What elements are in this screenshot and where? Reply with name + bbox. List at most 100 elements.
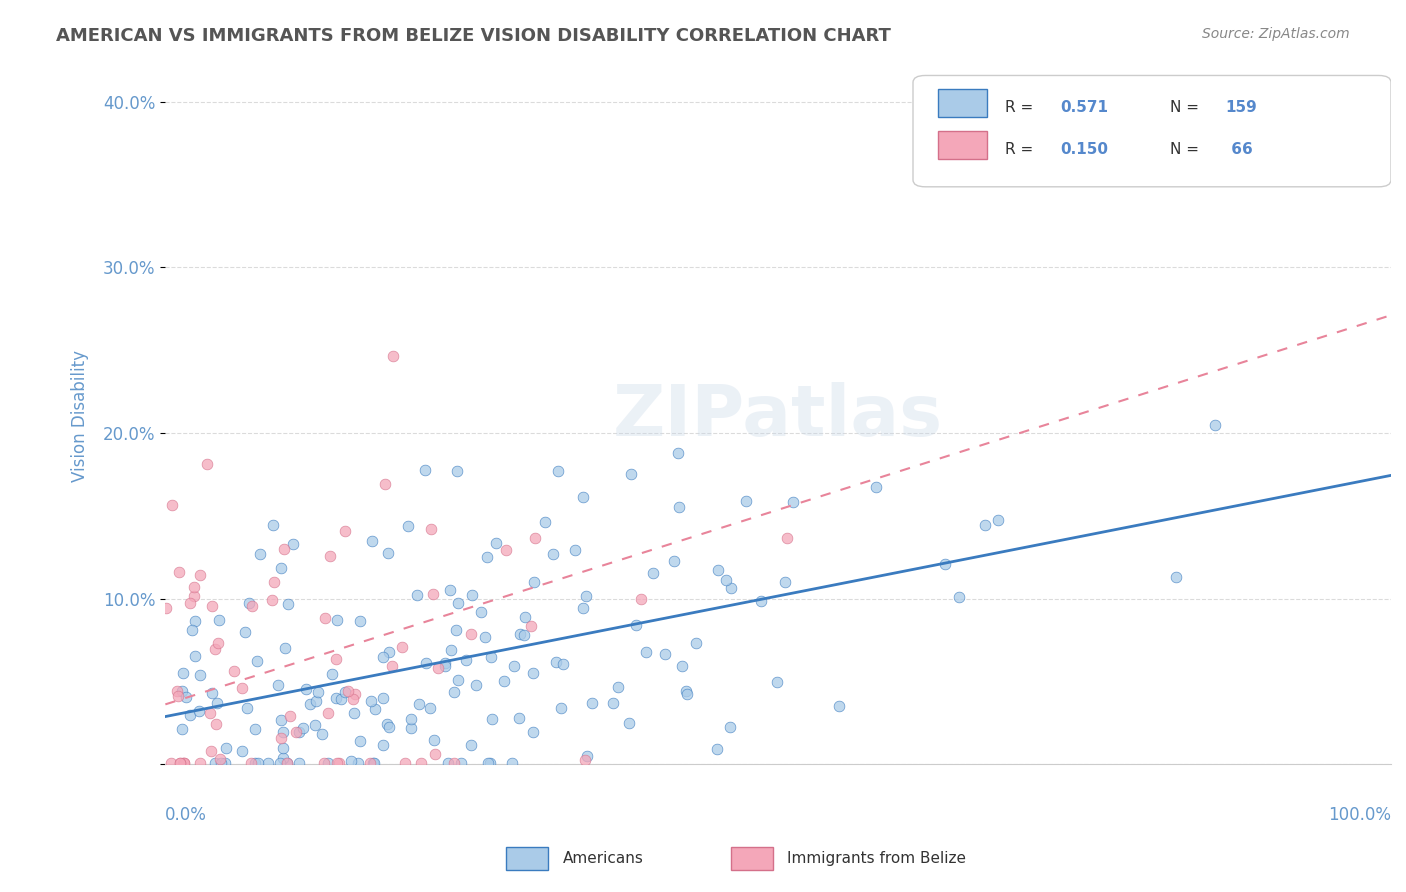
Point xyxy=(974,518,997,533)
Point xyxy=(427,661,450,675)
Point xyxy=(662,554,685,568)
Point xyxy=(374,477,396,491)
Text: 66: 66 xyxy=(1226,142,1253,157)
Point xyxy=(524,531,547,545)
Point xyxy=(377,546,399,560)
Point xyxy=(519,618,541,632)
Point xyxy=(541,548,564,562)
Point xyxy=(479,650,502,665)
Point xyxy=(291,721,314,735)
Point xyxy=(624,618,647,632)
Point xyxy=(718,720,741,734)
Point xyxy=(391,640,413,654)
Point xyxy=(236,701,259,715)
Point xyxy=(749,594,772,608)
Point xyxy=(423,733,446,747)
Point xyxy=(707,563,730,577)
Point xyxy=(551,657,574,671)
Point xyxy=(262,518,284,533)
Point xyxy=(666,446,689,460)
Point xyxy=(375,717,398,731)
Point xyxy=(257,756,280,770)
Point xyxy=(207,696,229,710)
Point xyxy=(294,682,316,697)
Point xyxy=(276,756,298,770)
Point xyxy=(337,684,360,698)
Point xyxy=(574,753,596,767)
Point xyxy=(602,696,624,710)
Point xyxy=(464,678,486,692)
Point xyxy=(444,623,467,637)
Point xyxy=(246,654,269,668)
Point xyxy=(166,683,188,698)
Point xyxy=(240,599,263,614)
Point xyxy=(326,613,349,627)
Text: R =: R = xyxy=(1005,142,1038,157)
Point xyxy=(263,575,285,590)
Point xyxy=(172,665,194,680)
Point xyxy=(214,756,236,770)
Point xyxy=(208,613,231,627)
Point xyxy=(641,566,664,580)
FancyBboxPatch shape xyxy=(938,89,987,117)
Point xyxy=(328,756,350,770)
Point xyxy=(470,605,492,619)
Point xyxy=(828,699,851,714)
Text: Source: ZipAtlas.com: Source: ZipAtlas.com xyxy=(1202,27,1350,41)
Point xyxy=(522,725,544,739)
Point xyxy=(343,687,366,701)
Point xyxy=(1204,418,1226,433)
Point xyxy=(280,708,302,723)
Point xyxy=(533,515,555,529)
Point xyxy=(172,756,194,770)
Point xyxy=(333,684,356,698)
Point xyxy=(321,667,343,681)
Point xyxy=(188,756,211,770)
Point xyxy=(399,712,422,726)
Point xyxy=(460,627,482,641)
Point xyxy=(396,519,419,533)
Point xyxy=(305,694,328,708)
Text: Immigrants from Belize: Immigrants from Belize xyxy=(787,851,966,865)
Point xyxy=(287,724,309,739)
Point xyxy=(325,652,347,666)
Point xyxy=(934,558,956,572)
Point xyxy=(160,498,183,512)
Point xyxy=(231,681,253,695)
Point xyxy=(270,713,292,727)
Point xyxy=(260,593,283,607)
Point xyxy=(330,692,353,706)
Point xyxy=(195,457,218,471)
Point xyxy=(419,522,441,536)
Point xyxy=(190,567,212,582)
Point xyxy=(443,685,465,699)
Point xyxy=(276,756,298,770)
Point xyxy=(782,495,804,509)
Point xyxy=(434,659,457,673)
Point xyxy=(675,683,697,698)
Point xyxy=(495,543,517,558)
Point xyxy=(215,740,238,755)
Point xyxy=(243,756,266,770)
Point xyxy=(522,666,544,681)
Point xyxy=(371,649,394,664)
Point xyxy=(349,614,371,628)
Point xyxy=(485,535,508,549)
Point xyxy=(492,674,515,689)
Point xyxy=(183,648,205,663)
Point xyxy=(450,756,472,770)
FancyBboxPatch shape xyxy=(938,131,987,159)
Point xyxy=(571,491,593,505)
Point xyxy=(572,601,595,615)
Point xyxy=(209,756,232,770)
Text: R =: R = xyxy=(1005,100,1038,115)
Point xyxy=(325,756,347,770)
Text: AMERICAN VS IMMIGRANTS FROM BELIZE VISION DISABILITY CORRELATION CHART: AMERICAN VS IMMIGRANTS FROM BELIZE VISIO… xyxy=(56,27,891,45)
Point xyxy=(513,610,536,624)
Point xyxy=(271,724,294,739)
Y-axis label: Vision Disability: Vision Disability xyxy=(72,351,89,483)
Point xyxy=(363,702,385,716)
Point xyxy=(620,467,643,481)
Point xyxy=(630,591,652,606)
Point xyxy=(298,698,321,712)
